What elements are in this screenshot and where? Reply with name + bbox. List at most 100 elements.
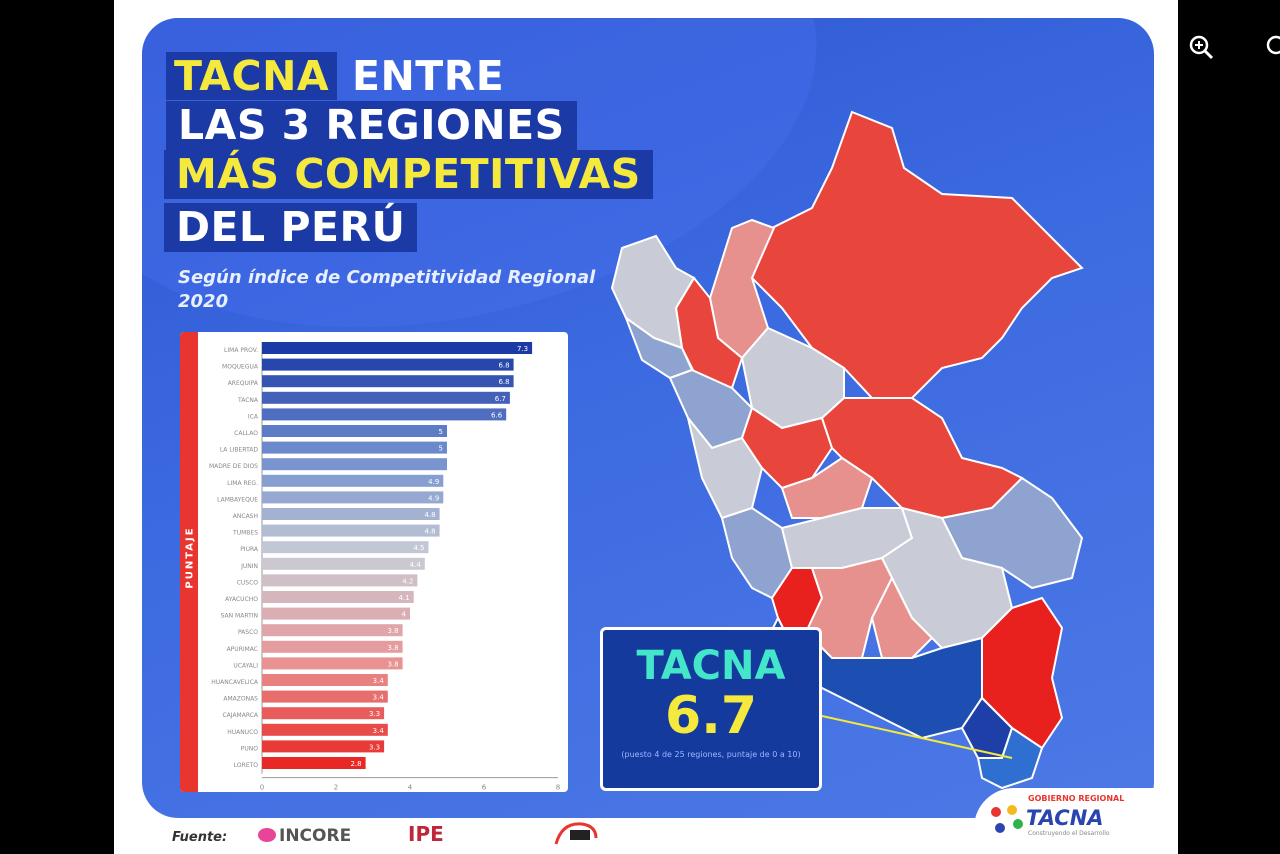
category-label: UCAYALI [233,662,258,669]
bar [262,574,418,587]
bar [262,474,444,487]
map-region-pasco [780,456,874,519]
gore-tacna-logo: GOBIERNO REGIONAL TACNA Construyendo el … [974,788,1154,852]
bar [262,391,510,404]
bar [262,591,414,603]
bar [262,375,514,388]
bar [262,674,388,686]
category-label: PASCO [238,629,258,636]
bar-value-label: 6.8 [498,378,509,386]
highlight-caption: (puesto 4 de 25 regiones, puntaje de 0 a… [621,750,801,759]
bar [262,640,403,653]
category-label: LIMA PROV. [224,347,258,354]
bar [262,441,447,454]
bar-value-label: 4 [402,611,407,619]
category-label: HUANUCO [227,729,258,736]
y-axis-label: PUNTAJE [184,526,196,589]
bar [262,607,410,620]
category-label: CALLAO [234,430,258,437]
bar-value-label: 2.8 [350,760,361,768]
bar [262,458,447,471]
highlight-box: TACNA 6.7 (puesto 4 de 25 regiones, punt… [600,627,822,791]
bar-value-label: 5 [439,445,443,453]
bar-value-label: 6.7 [495,395,506,403]
peru-region-map [610,110,1084,790]
zoom-in-icon[interactable] [1186,32,1216,62]
category-label: APURIMAC [227,646,258,653]
headline-highlight: TACNA [166,52,338,100]
category-label: ANCASH [233,513,258,520]
bar-value-label: 7.3 [517,345,528,353]
map-region-piura [610,234,696,350]
category-label: TACNA [237,397,259,404]
bar-value-label: 6.6 [491,411,503,419]
headline-line-1-rest: ENTRE [351,52,505,100]
bar-value-label: 3.4 [373,694,385,702]
bar [262,408,507,421]
category-label: LORETO [234,762,258,769]
x-tick-label: 0 [260,784,264,792]
incore-logo: INCORE [258,826,351,846]
headline-line-3: MÁS COMPETITIVAS [164,150,653,199]
more-icon[interactable] [1262,32,1280,62]
category-label: AMAZONAS [223,696,258,703]
y-axis-band: PUNTAJE [180,332,198,792]
source-label: Fuente: [172,830,228,845]
bar [262,508,440,520]
bar [262,358,514,371]
bar-value-label: 4.1 [399,594,410,602]
bar-value-label: 3.4 [373,677,385,685]
map-region-ancash [687,417,764,520]
callout-line [821,715,1013,759]
map-region-la-libertad [668,368,754,450]
bar-chart-panel: PUNTAJE LIMA PROV. 7.3 MOQUEGUA 6.8 AREQUIPA… [180,332,568,792]
ipe-logo: IPE [408,822,444,846]
gore-small-label: GOBIERNO REGIONAL [1028,794,1125,803]
bar [262,557,425,570]
bar-value-label: 4.8 [424,528,435,536]
category-label: PUNO [241,745,258,752]
category-label: MADRE DE DIOS [209,463,258,470]
bar [262,757,366,769]
headline-line-4: DEL PERÚ [164,203,418,252]
bar-value-label: 4.8 [424,511,435,519]
bar [262,707,385,720]
x-tick-label: 2 [334,784,338,792]
bar-value-label: 4.4 [410,561,422,569]
bar [262,541,429,554]
bar [262,491,444,504]
category-label: TUMBES [232,530,258,537]
bar-value-label: 4.2 [402,577,413,585]
category-label: ICA [248,413,259,420]
category-label: LAMBAYEQUE [217,496,258,503]
category-label: PIURA [240,546,259,553]
bar-value-label: 6.8 [498,362,509,370]
category-label: SAN MARTIN [221,613,258,620]
category-label: JUNIN [240,563,258,570]
bar-value-label: 3.3 [369,710,380,718]
bar [262,425,447,437]
highlight-name: TACNA [636,643,786,689]
subtitle: Según índice de Competitividad Regional … [178,267,596,312]
highlight-value: 6.7 [664,686,758,746]
category-label: HUANCAVELICA [211,679,259,686]
x-tick-label: 4 [408,784,413,792]
headline-line-1: TACNA ENTRE [166,52,516,101]
bar-value-label: 4.5 [413,544,424,552]
incore-logo-icon [258,828,276,842]
gore-logo-icon [991,805,1023,833]
category-label: LA LIBERTAD [220,447,259,454]
category-label: AREQUIPA [228,380,259,387]
category-label: CAJAMARCA [222,712,258,719]
x-tick-label: 6 [482,784,487,792]
bar-value-label: 4.9 [428,494,439,502]
bar [262,723,388,736]
bar-value-label: 4.9 [428,478,439,486]
infographic-card: TACNA ENTRE LAS 3 REGIONES MÁS COMPETITI… [142,18,1154,818]
bar-value-label: 3.8 [387,627,398,635]
bar [262,657,403,670]
bar-value-label: 5 [439,428,443,436]
bar-chart: LIMA PROV. 7.3 MOQUEGUA 6.8 AREQUIPA 6.8 TACNA… [209,342,560,792]
bar [262,624,403,637]
